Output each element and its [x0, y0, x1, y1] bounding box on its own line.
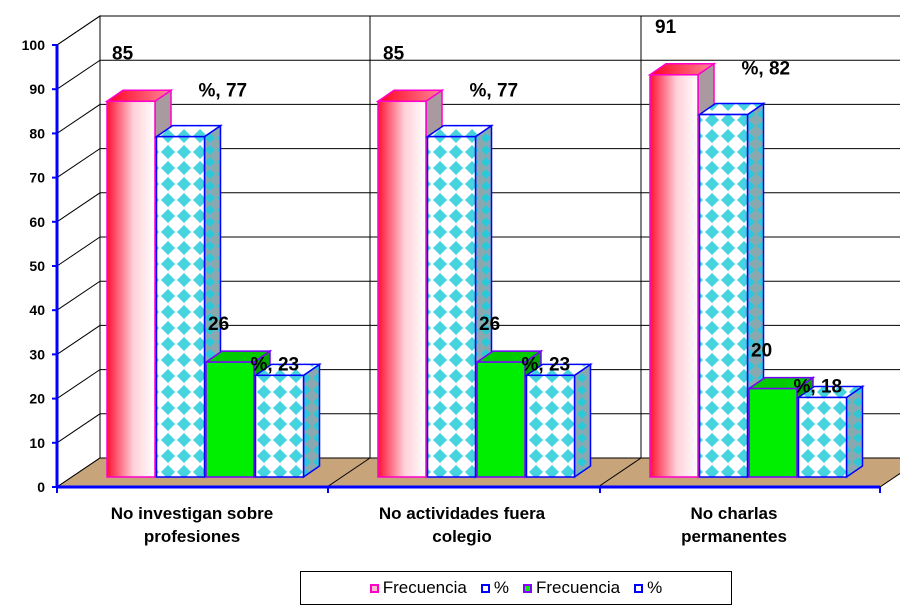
bar-front: [254, 374, 305, 478]
bar: [796, 385, 865, 479]
data-label: %, 18: [794, 376, 843, 397]
legend-item: Frecuencia: [523, 578, 620, 598]
y-tick-label: 70: [29, 170, 45, 186]
bar-front: [797, 396, 848, 478]
gridline: [56, 15, 900, 46]
category-label: No charlas: [691, 504, 778, 523]
legend-swatch-icon: [480, 583, 490, 593]
data-label: %, 77: [199, 81, 248, 102]
y-tick-label: 10: [29, 435, 45, 451]
category-label: No investigan sobre: [111, 504, 273, 523]
bar-front: [476, 361, 526, 478]
data-label: %, 77: [470, 81, 519, 102]
y-tick-label: 50: [29, 258, 45, 274]
y-tick-label: 100: [22, 37, 46, 53]
y-tick-label: 80: [29, 125, 45, 141]
gridline: [56, 236, 900, 267]
data-label: 91: [655, 17, 677, 38]
data-label: 26: [479, 314, 500, 335]
bar-front: [155, 135, 206, 478]
data-label: 85: [383, 43, 405, 64]
gridline: [56, 280, 900, 311]
data-label: %, 23: [522, 354, 571, 375]
gridline: [56, 192, 900, 223]
data-label: %, 23: [251, 354, 300, 375]
bar-side: [845, 385, 864, 479]
legend-swatch-icon: [634, 583, 644, 593]
gridline: [56, 59, 900, 90]
legend: Frecuencia % Frecuencia %: [300, 571, 732, 605]
legend-label: %: [493, 578, 509, 597]
bar: [524, 362, 593, 479]
bar-front: [106, 100, 156, 478]
bar-front: [649, 74, 699, 478]
bar-chart: 0 10 20 30 40 50 60 70 80 90 100 No investigan sobr…: [22, 15, 900, 546]
y-tick-label: 90: [29, 81, 45, 97]
bar-front: [205, 361, 255, 478]
bar: [253, 362, 322, 479]
gridline: [56, 324, 900, 355]
data-label: 85: [112, 43, 134, 64]
legend-swatch-icon: [369, 583, 379, 593]
y-tick-label: 20: [29, 391, 45, 407]
legend-item: Frecuencia: [369, 578, 467, 598]
bar-front: [525, 374, 576, 478]
y-tick-label: 60: [29, 214, 45, 230]
bar-front: [698, 113, 749, 478]
y-tick-label: 40: [29, 302, 45, 318]
floor-divider: [326, 457, 371, 488]
legend-label: Frecuencia: [536, 578, 621, 597]
y-tick-label: 30: [29, 346, 45, 362]
floor-divider: [597, 457, 642, 488]
category-label: permanentes: [681, 527, 787, 546]
data-label: 20: [751, 341, 772, 362]
legend-item: %: [480, 578, 509, 598]
category-label: No actividades fuera: [379, 504, 546, 523]
legend-label: Frecuencia: [382, 578, 467, 597]
legend-swatch-icon: [523, 583, 532, 593]
category-label: colegio: [432, 527, 492, 546]
gridline: [56, 369, 900, 400]
bar-side: [302, 362, 321, 479]
data-label: %, 82: [742, 59, 791, 80]
legend-label: %: [647, 578, 663, 597]
gridline: [56, 103, 900, 134]
bar-front: [748, 387, 798, 478]
bar-front: [377, 100, 427, 478]
gridline: [56, 413, 900, 444]
data-label: 26: [208, 314, 229, 335]
gridline: [56, 148, 900, 179]
category-label: profesiones: [144, 527, 240, 546]
legend-item: %: [634, 578, 662, 598]
bar-front: [426, 135, 477, 478]
y-tick-label: 0: [37, 479, 45, 495]
bar-side: [573, 362, 592, 479]
